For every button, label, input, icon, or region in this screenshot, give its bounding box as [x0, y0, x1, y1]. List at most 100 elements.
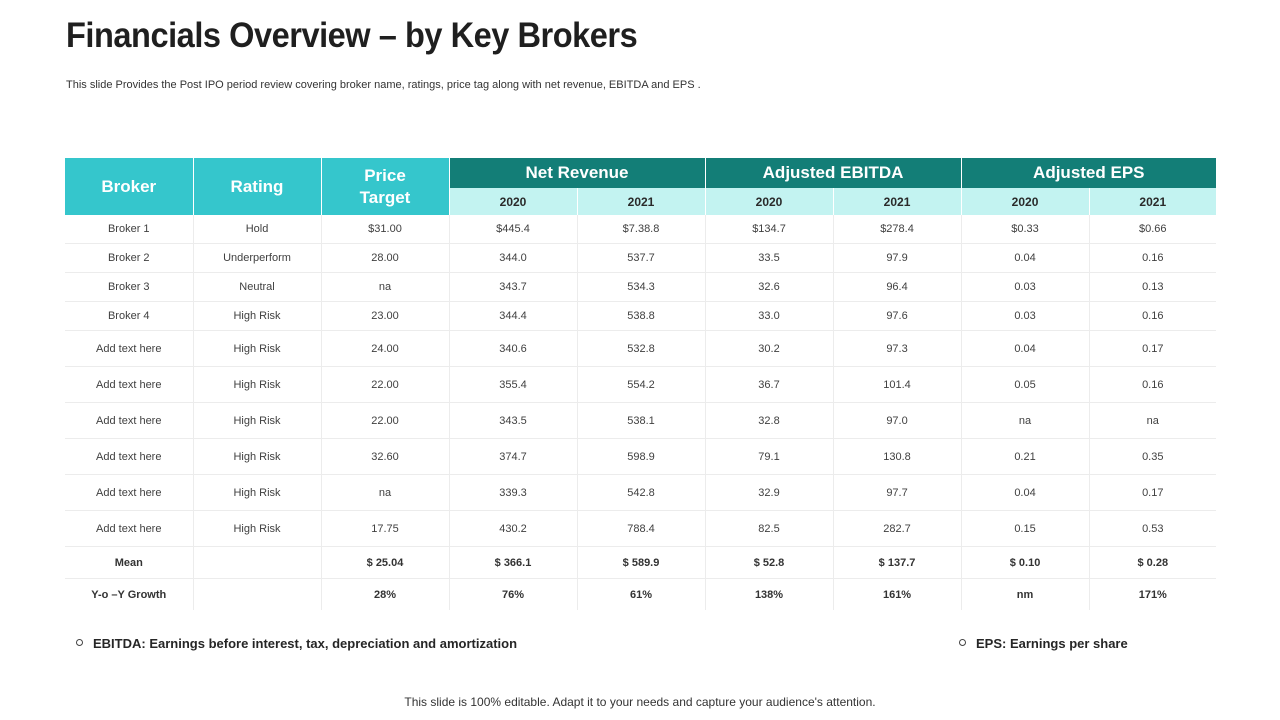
- page-title: Financials Overview – by Key Brokers: [66, 16, 638, 55]
- table-cell: $ 366.1: [449, 546, 578, 579]
- table-cell: 0.53: [1089, 510, 1217, 547]
- eps-note: EPS: Earnings per share: [959, 636, 1128, 651]
- table-cell: na: [1089, 402, 1217, 439]
- table-row: Broker 3 Neutral na 343.7 534.3 32.6 96.4 0.03 0…: [65, 272, 1217, 302]
- table-cell: 97.6: [833, 301, 962, 331]
- table-cell: na: [321, 272, 450, 302]
- table-cell: 32.8: [705, 402, 834, 439]
- table-cell: 28%: [321, 578, 450, 610]
- table-cell: 534.3: [577, 272, 706, 302]
- table-cell: na: [961, 402, 1090, 439]
- table-cell: Add text here: [65, 510, 194, 547]
- table-cell: [193, 546, 322, 579]
- table-cell: High Risk: [193, 301, 322, 331]
- table-cell: $ 0.28: [1089, 546, 1217, 579]
- table-cell: 32.6: [705, 272, 834, 302]
- table-cell: Add text here: [65, 474, 194, 511]
- table-cell: Broker 4: [65, 301, 194, 331]
- table-row: Add text here High Risk 22.00 355.4 554.2 36.…: [65, 366, 1217, 403]
- table-cell: 161%: [833, 578, 962, 610]
- table-cell: High Risk: [193, 510, 322, 547]
- header-adjusted-ebitda: Adjusted EBITDA: [704, 158, 962, 188]
- table-cell: $445.4: [449, 215, 578, 244]
- table-row: Y-o –Y Growth 28% 76% 61% 138% 161% nm 171%: [65, 578, 1216, 610]
- table-cell: $ 589.9: [577, 546, 706, 579]
- table-cell: 538.1: [577, 402, 706, 439]
- circle-bullet-icon: [76, 639, 83, 646]
- footer-text: This slide is 100% editable. Adapt it to…: [404, 695, 876, 709]
- table-cell: $ 0.10: [961, 546, 1090, 579]
- table-cell: 282.7: [833, 510, 962, 547]
- table-cell: 339.3: [449, 474, 578, 511]
- header-year: 2020: [960, 188, 1090, 215]
- table-cell: 138%: [705, 578, 834, 610]
- table-cell: $31.00: [321, 215, 450, 244]
- table-cell: 17.75: [321, 510, 450, 547]
- ebitda-note-text: EBITDA: Earnings before interest, tax, d…: [93, 636, 518, 651]
- table-row: Broker 1 Hold $31.00 $445.4 $7.38.8 $134.7 $27…: [65, 215, 1217, 244]
- table-cell: 101.4: [833, 366, 962, 403]
- table-cell: Broker 1: [65, 215, 194, 244]
- table-cell: 33.5: [705, 243, 834, 273]
- header-price-target: Price Target: [321, 158, 450, 215]
- table-cell: 130.8: [833, 438, 962, 475]
- table-row: Add text here High Risk 32.60 374.7 598.9 79.…: [65, 438, 1217, 475]
- table-cell: Broker 3: [65, 272, 194, 302]
- table-cell: 97.7: [833, 474, 962, 511]
- eps-note-text: EPS: Earnings per share: [976, 636, 1128, 651]
- table-cell: 97.9: [833, 243, 962, 273]
- table-cell: 0.04: [961, 243, 1090, 273]
- table-cell: 0.04: [961, 330, 1090, 367]
- header-rating: Rating: [193, 158, 322, 215]
- table-cell: Hold: [193, 215, 322, 244]
- table-cell: 344.4: [449, 301, 578, 331]
- table-cell: 0.05: [961, 366, 1090, 403]
- table-cell: $ 52.8: [705, 546, 834, 579]
- table-cell: Underperform: [193, 243, 322, 273]
- table-cell: [193, 578, 322, 610]
- table-cell: 79.1: [705, 438, 834, 475]
- table-cell: 22.00: [321, 366, 450, 403]
- table-cell: $134.7: [705, 215, 834, 244]
- table-cell: 0.16: [1089, 366, 1217, 403]
- table-body: Broker 1 Hold $31.00 $445.4 $7.38.8 $134.7 $27…: [65, 215, 1217, 610]
- table-cell: 0.13: [1089, 272, 1217, 302]
- table-row: Broker 4 High Risk 23.00 344.4 538.8 33.0 97.6…: [65, 301, 1217, 331]
- table-cell: 36.7: [705, 366, 834, 403]
- table-cell: Add text here: [65, 330, 194, 367]
- table-cell: $7.38.8: [577, 215, 706, 244]
- table-row: Add text here High Risk 24.00 340.6 532.8 30.…: [65, 330, 1217, 367]
- table-cell: 0.04: [961, 474, 1090, 511]
- table-cell: 32.60: [321, 438, 450, 475]
- table-cell: 97.3: [833, 330, 962, 367]
- table-cell: 96.4: [833, 272, 962, 302]
- table-cell: 0.16: [1089, 301, 1217, 331]
- table-cell: 171%: [1138, 588, 1167, 601]
- table-cell: High Risk: [193, 438, 322, 475]
- table-cell: High Risk: [193, 330, 322, 367]
- financials-table: Broker Rating Price Target Net Revenue A…: [65, 158, 1217, 610]
- table-cell: 33.0: [705, 301, 834, 331]
- table-cell: 61%: [577, 578, 706, 610]
- table-cell: Neutral: [193, 272, 322, 302]
- table-cell: 344.0: [449, 243, 578, 273]
- table-cell: 23.00: [321, 301, 450, 331]
- table-cell: 82.5: [705, 510, 834, 547]
- table-cell: $ 25.04: [321, 546, 450, 579]
- table-cell: 0.03: [961, 272, 1090, 302]
- table-cell: 28.00: [321, 243, 450, 273]
- ebitda-note: EBITDA: Earnings before interest, tax, d…: [76, 636, 517, 651]
- header-year: 2021: [576, 188, 706, 215]
- table-cell: 598.9: [577, 438, 706, 475]
- table-cell: 0.17: [1089, 330, 1217, 367]
- table-row: Add text here High Risk 17.75 430.2 788.4 82.…: [65, 510, 1217, 547]
- table-cell: 22.00: [321, 402, 450, 439]
- table-cell: 76%: [449, 578, 578, 610]
- table-cell: High Risk: [193, 402, 322, 439]
- table-row: Broker 2 Underperform 28.00 344.0 537.7 33.5 9…: [65, 243, 1217, 273]
- table-cell: 343.5: [449, 402, 578, 439]
- table-row: Add text here High Risk 22.00 343.5 538.1 32.…: [65, 402, 1217, 439]
- table-cell: na: [321, 474, 450, 511]
- table-cell: 340.6: [449, 330, 578, 367]
- table-cell: 538.8: [577, 301, 706, 331]
